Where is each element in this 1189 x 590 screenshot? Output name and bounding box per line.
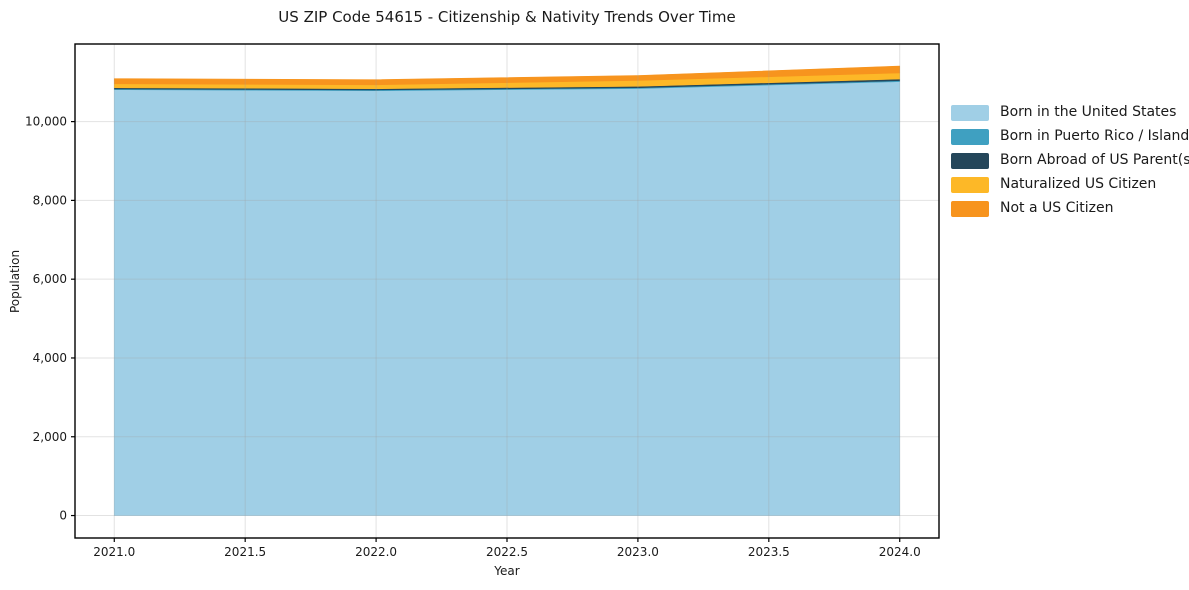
x-tick-label: 2024.0 <box>879 545 921 559</box>
x-tick-label: 2022.0 <box>355 545 397 559</box>
chart-title: US ZIP Code 54615 - Citizenship & Nativi… <box>278 8 736 26</box>
legend-label: Born in the United States <box>1000 104 1177 120</box>
legend: Born in the United States Born in Puerto … <box>951 104 1189 217</box>
y-axis-label: Population <box>8 249 22 313</box>
x-axis-label: Year <box>494 564 520 578</box>
legend-item: Naturalized US Citizen <box>951 176 1189 193</box>
legend-item: Born Abroad of US Parent(s) <box>951 152 1189 169</box>
legend-label: Born Abroad of US Parent(s) <box>1000 152 1189 168</box>
legend-swatch <box>951 152 989 169</box>
x-tick-label: 2021.0 <box>93 545 135 559</box>
legend-label: Not a US Citizen <box>1000 200 1114 216</box>
legend-label: Naturalized US Citizen <box>1000 176 1157 192</box>
x-tick-label: 2023.0 <box>617 545 659 559</box>
x-tick-label: 2023.5 <box>748 545 790 559</box>
y-tick-label: 0 <box>59 509 67 523</box>
legend-swatch <box>951 200 989 217</box>
legend-item: Born in Puerto Rico / Islands <box>951 128 1189 145</box>
legend-swatch <box>951 128 989 145</box>
legend-item: Born in the United States <box>951 104 1189 121</box>
y-tick-label: 4,000 <box>33 351 67 365</box>
y-tick-label: 10,000 <box>25 115 67 129</box>
y-tick-label: 6,000 <box>33 272 67 286</box>
legend-label: Born in Puerto Rico / Islands <box>1000 128 1189 144</box>
y-tick-label: 2,000 <box>33 430 67 444</box>
legend-swatch <box>951 104 989 121</box>
legend-swatch <box>951 176 989 193</box>
x-tick-label: 2022.5 <box>486 545 528 559</box>
x-tick-label: 2021.5 <box>224 545 266 559</box>
area-series-5 <box>113 65 901 86</box>
legend-item: Not a US Citizen <box>951 200 1189 217</box>
y-tick-label: 8,000 <box>33 193 67 207</box>
